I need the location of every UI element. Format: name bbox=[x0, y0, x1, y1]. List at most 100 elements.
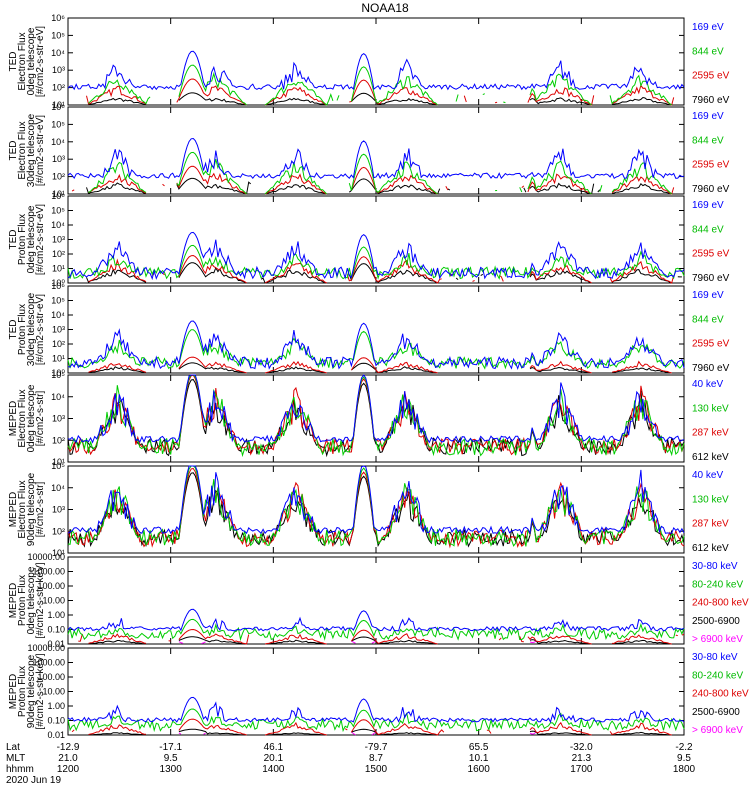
y-tick-label: 10⁴ bbox=[51, 310, 65, 320]
y-tick-label: 10⁰ bbox=[51, 368, 65, 378]
legend-entry: 40 keV bbox=[692, 379, 723, 390]
series-169-ev bbox=[67, 137, 685, 180]
series-line bbox=[67, 320, 685, 371]
panel-frame bbox=[67, 465, 685, 554]
y-tick-label: 1.00 bbox=[47, 701, 65, 711]
y-axis-label: MEPEDProton Flux0deg telescope[#/cm2-s-s… bbox=[8, 562, 46, 638]
series-7960-ev bbox=[87, 178, 682, 194]
y-tick-label: 10⁴ bbox=[51, 483, 65, 493]
x-hhmm-label: 1600 bbox=[468, 764, 491, 775]
series--6900-kev bbox=[178, 731, 537, 736]
panel-2: 10¹ 10² 10³ 10⁴ 10⁵ 10⁶ TEDElectron Flux30deg … bbox=[8, 102, 730, 199]
series-7960-ev bbox=[88, 362, 672, 374]
y-tick-label: 10⁵ bbox=[51, 461, 65, 471]
series-2595-ev bbox=[88, 356, 672, 374]
y-axis-label-line: MEPED bbox=[8, 492, 19, 528]
y-tick-label: 0.01 bbox=[47, 730, 65, 740]
panel-frame bbox=[67, 285, 685, 374]
y-axis-label-line: Electron Flux bbox=[17, 389, 28, 447]
y-axis-label-line: [#/cm2-s-str-keV] bbox=[35, 562, 46, 638]
y-axis-label: TEDProton Flux30deg telescope[#/cm2-s-st… bbox=[8, 292, 46, 366]
y-axis-label-line: 30deg telescope bbox=[26, 292, 37, 366]
legend-entry: 7960 eV bbox=[692, 273, 730, 284]
y-axis-label-line: [#/cm2-s-str] bbox=[35, 391, 46, 447]
y-tick-label: 10⁶ bbox=[51, 102, 65, 112]
y-tick-label: 10⁴ bbox=[51, 137, 65, 147]
series-line bbox=[67, 137, 685, 180]
y-axis-label-line: [#/cm2-s-str-eV] bbox=[35, 294, 46, 365]
x-mlt-label: 9.5 bbox=[164, 753, 178, 764]
legend-entry: 130 keV bbox=[692, 403, 729, 414]
series-line bbox=[67, 708, 685, 733]
y-axis-label-line: MEPED bbox=[8, 583, 19, 619]
y-tick-label: 10² bbox=[52, 435, 65, 445]
series-line bbox=[67, 374, 685, 444]
y-axis-label: TEDElectron Flux0deg telescope[#/cm2-s-s… bbox=[8, 26, 46, 97]
legend-entry: 844 eV bbox=[692, 46, 724, 57]
series-169-ev bbox=[67, 50, 685, 91]
series-7960-ev bbox=[88, 92, 672, 106]
legend-entry: 130 keV bbox=[692, 494, 729, 505]
series-line bbox=[178, 731, 537, 736]
y-tick-label: 10³ bbox=[52, 65, 65, 75]
y-tick-label: 10⁰ bbox=[51, 278, 65, 288]
panel-frame bbox=[67, 106, 685, 195]
series-line bbox=[89, 256, 682, 284]
y-axis-label-line: Proton Flux bbox=[17, 666, 28, 717]
y-axis-label-line: 0deg telescope bbox=[26, 566, 37, 634]
legend-entry: > 6900 keV bbox=[692, 725, 743, 736]
y-axis-label-line: Electron Flux bbox=[17, 121, 28, 179]
y-tick-label: 10¹ bbox=[52, 457, 65, 467]
y-tick-label: 10³ bbox=[52, 235, 65, 245]
y-axis-label-line: [#/cm2-s-str-eV] bbox=[35, 26, 46, 97]
y-tick-label: 1.00 bbox=[47, 610, 65, 620]
legend-entry: 240-800 keV bbox=[692, 598, 749, 609]
y-tick-label: 10000.00 bbox=[27, 643, 65, 653]
series-line bbox=[67, 50, 685, 91]
date-label: 2020 Jun 19 bbox=[6, 775, 61, 786]
legend-entry: 169 eV bbox=[692, 111, 724, 122]
series-line bbox=[67, 374, 685, 458]
y-tick-label: 10⁶ bbox=[51, 191, 65, 201]
y-tick-label: 10.00 bbox=[42, 596, 65, 606]
series-2500-6900 bbox=[88, 636, 672, 645]
series-line bbox=[67, 696, 685, 724]
y-tick-label: 10¹ bbox=[52, 548, 65, 558]
series-30-80-kev bbox=[67, 608, 685, 632]
panel-frame bbox=[67, 647, 685, 736]
series-line bbox=[86, 78, 675, 106]
series-line bbox=[178, 640, 537, 645]
x-mlt-label: 21.3 bbox=[572, 753, 592, 764]
y-axis-label-line: MEPED bbox=[8, 674, 19, 710]
legend-entry: 169 eV bbox=[692, 290, 724, 301]
y-axis-label-line: Electron Flux bbox=[17, 32, 28, 90]
y-tick-label: 10¹ bbox=[52, 354, 65, 364]
panel-6: 10¹ 10² 10³ 10⁴ 10⁵ MEPEDElectron Flux90deg t… bbox=[8, 461, 729, 558]
y-tick-label: 10000.00 bbox=[27, 552, 65, 562]
legend-entry: 612 keV bbox=[692, 452, 729, 463]
y-axis-label-line: TED bbox=[8, 230, 19, 250]
legend-entry: > 6900 keV bbox=[692, 634, 743, 645]
series-240-800-kev bbox=[78, 628, 685, 645]
series-line bbox=[67, 618, 685, 642]
y-axis-label-line: TED bbox=[8, 320, 19, 340]
series-40-kev bbox=[67, 465, 685, 535]
y-axis-label-line: [#/cm2-s-str-keV] bbox=[35, 653, 46, 729]
panel-8: 0.010.101.0010.00100.001000.0010000.00ME… bbox=[8, 643, 749, 740]
y-tick-label: 10³ bbox=[52, 154, 65, 164]
y-tick-label: 1000.00 bbox=[32, 567, 65, 577]
y-axis-label-line: TED bbox=[8, 52, 19, 72]
mlt-row-label: MLT bbox=[6, 753, 25, 764]
series-612-kev bbox=[67, 472, 685, 548]
y-tick-label: 10³ bbox=[52, 505, 65, 515]
legend-entry: 80-240 keV bbox=[692, 579, 743, 590]
y-axis-label-line: [#/cm2-s-str] bbox=[35, 482, 46, 538]
x-lat-label: -32.0 bbox=[570, 742, 593, 753]
y-axis-label: MEPEDElectron Flux0deg telescope[#/cm2-s… bbox=[8, 384, 46, 452]
series-287-kev bbox=[67, 374, 685, 456]
y-axis-label: MEPEDElectron Flux90deg telescope[#/cm2-… bbox=[8, 472, 46, 546]
y-tick-label: 10.00 bbox=[42, 687, 65, 697]
series-line bbox=[86, 262, 682, 284]
legend-entry: 169 eV bbox=[692, 200, 724, 211]
y-tick-label: 0.01 bbox=[47, 639, 65, 649]
